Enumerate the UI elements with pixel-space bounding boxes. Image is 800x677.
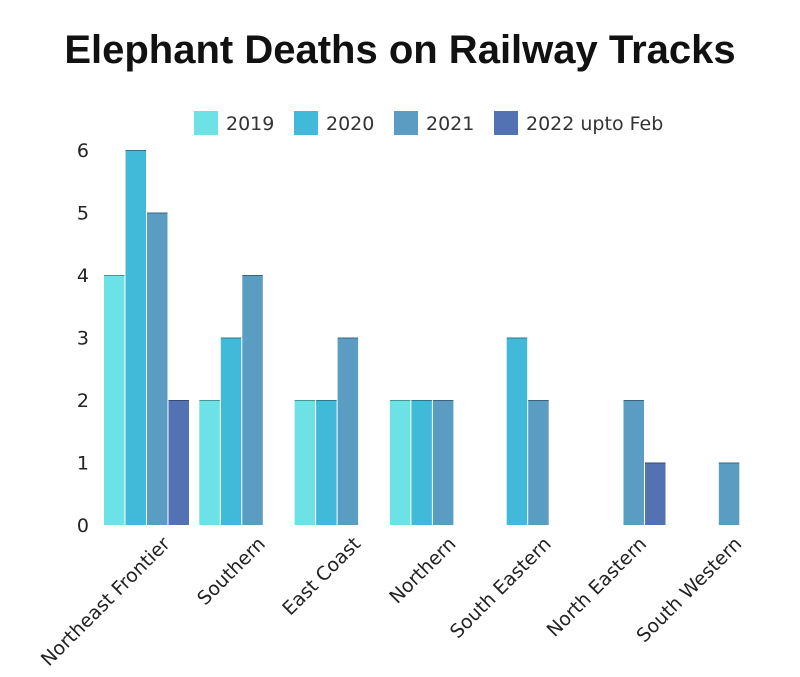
bar[interactable]: [718, 462, 740, 526]
x-tick-label: Northern: [385, 533, 460, 608]
bar[interactable]: [432, 400, 454, 525]
bar[interactable]: [147, 212, 168, 526]
legend-swatch[interactable]: [494, 111, 518, 135]
bar[interactable]: [125, 150, 147, 525]
legend-label[interactable]: 2019: [226, 113, 274, 135]
bar[interactable]: [168, 400, 190, 525]
bar[interactable]: [242, 275, 263, 525]
y-tick-label: 4: [77, 265, 89, 287]
bar[interactable]: [316, 400, 337, 525]
legend: 2019 2020 2021 2022 upto Feb: [194, 111, 663, 135]
legend-swatch[interactable]: [194, 111, 218, 135]
bar[interactable]: [411, 400, 432, 525]
bar[interactable]: [528, 400, 549, 525]
legend-swatch[interactable]: [394, 111, 418, 135]
x-tick-label: Southern: [193, 533, 270, 610]
bar[interactable]: [337, 337, 359, 526]
x-axis: Northeast Frontier Southern East Coast Nort…: [37, 533, 746, 671]
bar[interactable]: [199, 400, 220, 525]
y-tick-label: 6: [77, 140, 89, 162]
y-axis: 0 1 2 3 4 5 6: [77, 140, 89, 537]
bar[interactable]: [389, 400, 411, 525]
x-tick-label: South Eastern: [446, 533, 556, 643]
x-tick-label: North Eastern: [543, 533, 651, 641]
y-tick-label: 5: [77, 203, 89, 225]
legend-swatch[interactable]: [294, 111, 318, 135]
x-tick-label: East Coast: [278, 533, 365, 620]
y-tick-label: 3: [77, 328, 89, 350]
bars: [104, 150, 740, 526]
bar[interactable]: [623, 400, 645, 525]
x-tick-label: Northeast Frontier: [37, 533, 175, 671]
legend-label[interactable]: 2020: [326, 113, 374, 135]
y-tick-label: 1: [77, 453, 89, 475]
bar[interactable]: [294, 400, 316, 525]
y-tick-label: 0: [77, 515, 89, 537]
bar[interactable]: [104, 275, 125, 525]
bar[interactable]: [645, 462, 666, 526]
y-tick-label: 2: [77, 390, 89, 412]
legend-label[interactable]: 2022 upto Feb: [526, 113, 663, 135]
legend-label[interactable]: 2021: [426, 113, 474, 135]
chart-title: Elephant Deaths on Railway Tracks: [64, 28, 736, 72]
bar[interactable]: [220, 337, 242, 526]
bar[interactable]: [506, 337, 528, 526]
